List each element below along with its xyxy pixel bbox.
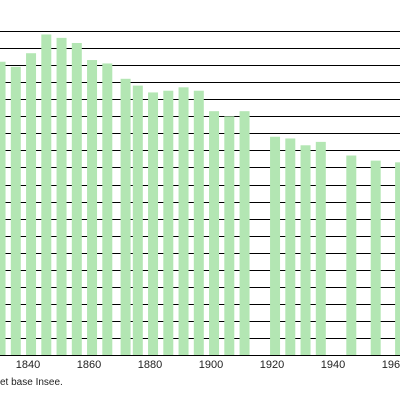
bar-1856 bbox=[71, 42, 82, 356]
bar-1836 bbox=[10, 66, 21, 355]
bar-1946 bbox=[346, 155, 357, 355]
x-tick-label: 1840 bbox=[16, 359, 40, 371]
bar-1962 bbox=[395, 162, 400, 355]
bar-1846 bbox=[41, 34, 52, 356]
bar-1851 bbox=[56, 37, 67, 356]
bar-1876 bbox=[132, 85, 143, 356]
x-tick-label: 1900 bbox=[199, 359, 223, 371]
bar-1926 bbox=[285, 138, 296, 355]
bar-1931 bbox=[300, 145, 311, 355]
bar-1872 bbox=[120, 78, 131, 355]
bar-1841 bbox=[26, 53, 37, 356]
bar-1921 bbox=[270, 136, 281, 355]
bar-1831 bbox=[0, 61, 6, 356]
bar-1906 bbox=[224, 116, 235, 355]
x-tick-label: 1860 bbox=[77, 359, 101, 371]
bar-1861 bbox=[87, 60, 98, 355]
bar-1936 bbox=[315, 141, 326, 355]
bar-1891 bbox=[178, 87, 189, 355]
source-note: et base Insee. bbox=[0, 377, 63, 388]
x-tick-label: 1880 bbox=[138, 359, 162, 371]
x-tick-label: 1960 bbox=[382, 359, 400, 371]
bar-1954 bbox=[370, 160, 381, 355]
bar-1911 bbox=[239, 111, 250, 355]
bar-1881 bbox=[148, 92, 159, 356]
x-axis-ticks: 1840 1860 1880 1900 1920 1940 1960 bbox=[16, 359, 400, 371]
bar-1886 bbox=[163, 90, 174, 355]
bar-1896 bbox=[193, 90, 204, 355]
bar-1901 bbox=[209, 111, 220, 355]
x-tick-label: 1920 bbox=[260, 359, 284, 371]
x-tick-label: 1940 bbox=[321, 359, 345, 371]
bars bbox=[0, 34, 400, 356]
bar-1866 bbox=[102, 63, 113, 355]
